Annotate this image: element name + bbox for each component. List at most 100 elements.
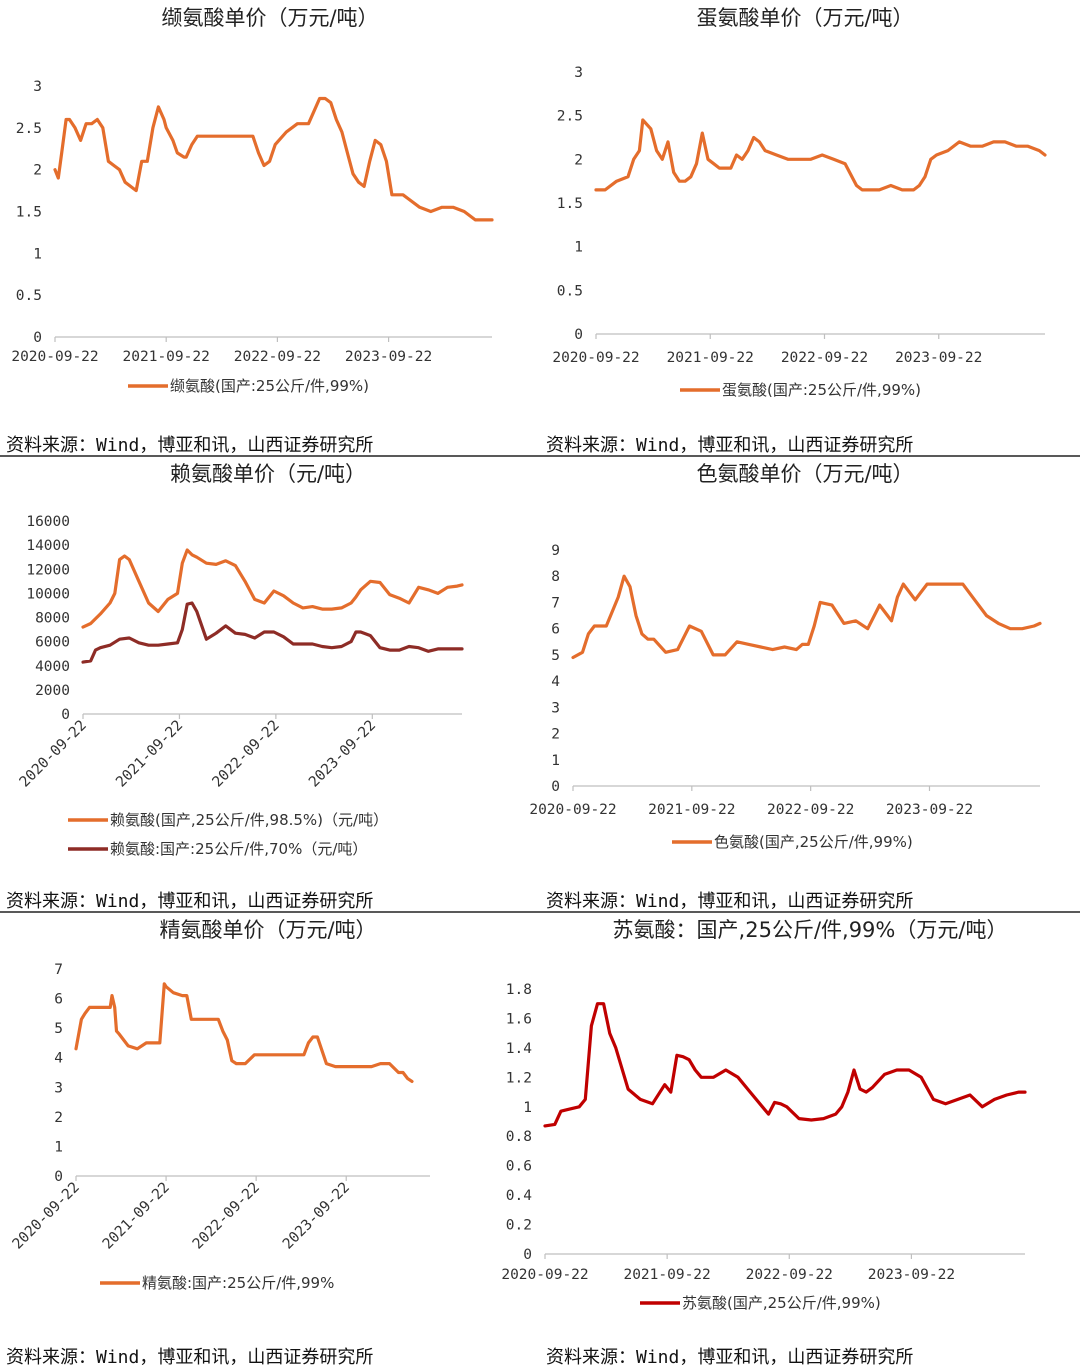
y-tick-label: 3 (54, 1080, 63, 1096)
y-tick-label: 1.5 (16, 205, 42, 221)
y-tick-label: 6 (54, 992, 63, 1008)
y-tick-label: 0 (33, 330, 42, 346)
source-note: 资料来源：Wind，博亚和讯，山西证券研究所 (546, 1347, 913, 1368)
x-tick-label: 2020-09-22 (11, 349, 98, 365)
chart-title: 蛋氨酸单价（万元/吨） (696, 6, 913, 30)
y-tick-label: 3 (574, 65, 583, 81)
chart-panel-methionine: 蛋氨酸单价（万元/吨） 0 0.5 1 1.5 2 2.5 3 2020-09-22 2021-0… (552, 6, 1047, 399)
y-tick-label: 3 (551, 700, 560, 716)
legend-label: 缬氨酸(国产:25公斤/件,99%) (170, 377, 369, 395)
x-tick-label: 2022-09-22 (746, 1267, 833, 1283)
y-tick-label: 1.2 (506, 1070, 532, 1086)
y-tick-label: 5 (551, 648, 560, 664)
chart-panel-valine: 缬氨酸单价（万元/吨） 0 0.5 1 1.5 2 2.5 3 2020-09-22 2021-0… (11, 6, 494, 395)
chart-title: 赖氨酸单价（元/吨） (170, 462, 366, 486)
y-tick-label: 1.8 (506, 982, 532, 998)
x-tick-label: 2022-09-22 (767, 802, 854, 818)
source-note: 资料来源：Wind，博亚和讯，山西证券研究所 (546, 891, 913, 912)
y-tick-label: 0.6 (506, 1159, 532, 1175)
legend-label: 苏氨酸(国产,25公斤/件,99%) (682, 1294, 881, 1312)
series-line-valine-0 (53, 96, 494, 222)
y-tick-label: 0.8 (506, 1129, 532, 1145)
y-tick-label: 1 (551, 753, 560, 769)
y-tick-label: 1 (523, 1100, 532, 1116)
y-tick-label: 0.4 (506, 1188, 532, 1204)
y-tick-label: 5 (54, 1021, 63, 1037)
x-tick-label: 2020-09-22 (17, 718, 90, 791)
x-tick-label: 2023-09-22 (868, 1267, 955, 1283)
y-tick-label: 0 (54, 1169, 63, 1185)
series-line-methionine-0 (594, 118, 1047, 192)
x-tick-label: 2020-09-22 (529, 802, 616, 818)
x-tick-label: 2021-09-22 (123, 349, 210, 365)
x-tick-label: 2023-09-22 (886, 802, 973, 818)
series-line-threonine-0 (543, 1002, 1027, 1128)
x-tick-label: 2022-09-22 (210, 718, 283, 791)
y-tick-label: 0 (61, 707, 70, 723)
y-tick-label: 14000 (26, 538, 70, 554)
x-tick-label: 2020-09-22 (501, 1267, 588, 1283)
chart-title: 缬氨酸单价（万元/吨） (161, 6, 378, 30)
x-tick-label: 2022-09-22 (234, 349, 321, 365)
y-tick-label: 1 (574, 240, 583, 256)
series-line-lysine-1 (81, 601, 464, 664)
y-tick-label: 8000 (35, 611, 70, 627)
y-tick-label: 0 (551, 779, 560, 795)
chart-title: 色氨酸单价（万元/吨） (696, 462, 913, 486)
x-tick-label: 2022-09-22 (190, 1180, 263, 1253)
legend-label: 精氨酸:国产:25公斤/件,99% (142, 1274, 334, 1292)
y-tick-label: 16000 (26, 514, 70, 530)
y-tick-label: 1.5 (557, 196, 583, 212)
chart-title: 苏氨酸：国产,25公斤/件,99%（万元/吨） (613, 918, 1008, 942)
y-tick-label: 1.6 (506, 1011, 532, 1027)
y-tick-label: 0.5 (16, 288, 42, 304)
y-tick-label: 2.5 (557, 109, 583, 125)
x-tick-label: 2021-09-22 (667, 350, 754, 366)
source-note: 资料来源：Wind，博亚和讯，山西证券研究所 (6, 435, 373, 456)
y-tick-label: 3 (33, 79, 42, 95)
y-tick-label: 12000 (26, 562, 70, 578)
chart-title: 精氨酸单价（万元/吨） (159, 918, 376, 942)
y-tick-label: 4 (551, 674, 560, 690)
series-line-lysine-0 (81, 548, 464, 629)
y-tick-label: 9 (551, 543, 560, 559)
y-tick-label: 4 (54, 1051, 63, 1067)
y-tick-label: 0.2 (506, 1218, 532, 1234)
chart-panel-threonine: 苏氨酸：国产,25公斤/件,99%（万元/吨） 0 0.2 0.4 0.6 0.8 1 1.2… (501, 918, 1027, 1312)
x-tick-label: 2023-09-22 (306, 718, 379, 791)
source-note: 资料来源：Wind，博亚和讯，山西证券研究所 (6, 891, 373, 912)
x-tick-label: 2021-09-22 (648, 802, 735, 818)
x-tick-label: 2023-09-22 (345, 349, 432, 365)
x-tick-label: 2023-09-22 (895, 350, 982, 366)
y-tick-label: 1.4 (506, 1041, 532, 1057)
source-note: 资料来源：Wind，博亚和讯，山西证券研究所 (546, 435, 913, 456)
legend-label: 色氨酸(国产,25公斤/件,99%) (714, 833, 913, 851)
y-tick-label: 2 (574, 152, 583, 168)
y-tick-label: 10000 (26, 586, 70, 602)
y-tick-label: 2 (551, 727, 560, 743)
y-tick-label: 7 (54, 962, 63, 978)
y-tick-label: 6 (551, 622, 560, 638)
series-line-tryptophan-0 (571, 574, 1042, 660)
y-tick-label: 0 (574, 327, 583, 343)
x-tick-label: 2020-09-22 (10, 1180, 83, 1253)
legend-label: 蛋氨酸(国产:25公斤/件,99%) (722, 381, 921, 399)
y-tick-label: 2 (33, 163, 42, 179)
source-note: 资料来源：Wind，博亚和讯，山西证券研究所 (6, 1347, 373, 1368)
series-line-arginine-0 (74, 982, 414, 1084)
y-tick-label: 0 (523, 1247, 532, 1263)
x-tick-label: 2020-09-22 (552, 350, 639, 366)
y-tick-label: 2000 (35, 683, 70, 699)
chart-panel-lysine: 赖氨酸单价（元/吨） 0 2000 4000 6000 8000 10000 12000 140… (17, 462, 464, 858)
y-tick-label: 2 (54, 1110, 63, 1126)
y-tick-label: 0.5 (557, 283, 583, 299)
x-tick-label: 2021-09-22 (623, 1267, 710, 1283)
y-tick-label: 2.5 (16, 121, 42, 137)
x-tick-label: 2022-09-22 (781, 350, 868, 366)
x-tick-label: 2021-09-22 (100, 1180, 173, 1253)
y-tick-label: 7 (551, 595, 560, 611)
y-tick-label: 6000 (35, 635, 70, 651)
legend-label: 赖氨酸:国产:25公斤/件,70%（元/吨） (110, 840, 367, 858)
